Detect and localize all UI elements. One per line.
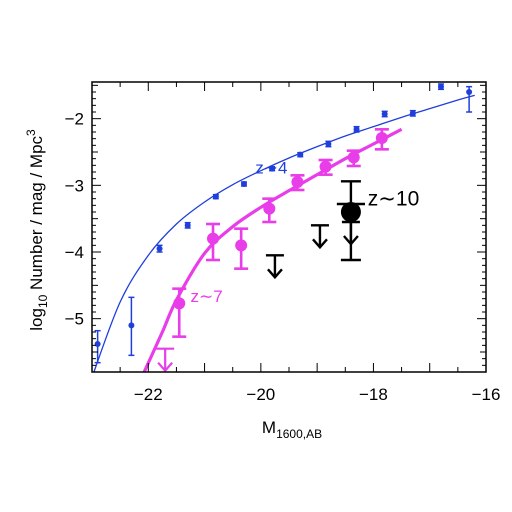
z7-point-4: [291, 176, 304, 188]
annotations: z∼4 z∼7 z∼10: [191, 158, 420, 306]
z7-point-5: [319, 160, 332, 173]
data-points: [94, 83, 473, 372]
plot-frame-rect: [91, 81, 487, 373]
annotation-z7: z∼7: [191, 287, 223, 306]
z4-point-8: [325, 141, 332, 147]
y-tick-label: −3: [65, 176, 84, 195]
y-axis-label-superscript: 3: [24, 129, 38, 136]
annotation-z10: z∼10: [368, 187, 419, 210]
z4-point-3: [184, 222, 191, 229]
z7-upper-limit-0-head: [157, 361, 173, 372]
z7-point-1: [207, 232, 220, 245]
x-tick-label: −18: [359, 385, 388, 404]
z7-series: [156, 128, 389, 372]
z4-series: [94, 83, 473, 364]
plot-frame: [91, 81, 487, 373]
z4-point-0: [94, 341, 101, 347]
y-axis-label-subscript: 10: [36, 294, 50, 308]
z4-point-7: [297, 151, 304, 158]
y-tick-label: −5: [65, 310, 84, 329]
z4-point-5: [240, 181, 247, 187]
x-tick-label: −16: [472, 385, 501, 404]
x-axis-label: M1600,AB: [262, 418, 322, 441]
z4-point-12: [437, 83, 444, 90]
z4-point-2: [156, 245, 163, 252]
x-axis-ticks: −22 −20 −18 −16: [91, 82, 501, 404]
y-axis-label-prefix: log: [27, 308, 46, 331]
z7-point-2: [235, 239, 248, 252]
x-axis-label-subscript: 1600,AB: [276, 427, 322, 441]
z10-point-0: [340, 202, 361, 222]
z7-point-3: [263, 202, 276, 215]
z4-point-10: [381, 111, 388, 117]
x-tick-label: −20: [246, 385, 275, 404]
z7-point-7: [375, 132, 388, 144]
x-tick-label: −22: [134, 385, 163, 404]
y-axis-label-main: Number / mag / Mpc: [27, 135, 46, 294]
z4-point-13: [466, 89, 473, 95]
z4-point-4: [212, 193, 219, 200]
z7-point-6: [347, 151, 360, 164]
x-axis-label-main: M: [262, 418, 276, 437]
z4-point-9: [353, 126, 360, 133]
y-axis-label: log10 Number / mag / Mpc3: [24, 129, 50, 331]
z10-upper-limit-0-head: [267, 268, 283, 280]
z10-series: [265, 180, 365, 280]
y-tick-label: −4: [65, 243, 84, 262]
z4-point-1: [128, 322, 135, 329]
z4-point-11: [409, 110, 416, 117]
fit-curves: [93, 94, 475, 372]
z10-upper-limit-2-head: [343, 235, 359, 246]
y-axis-ticks: −5 −4 −3 −2: [65, 84, 486, 373]
z10-upper-limit-1-head: [312, 238, 328, 250]
z7-point-0: [173, 297, 186, 310]
z4-fit-curve: [93, 94, 475, 372]
annotation-z4: z∼4: [255, 158, 287, 177]
y-tick-label: −2: [65, 110, 84, 129]
z4-point-6: [269, 165, 276, 172]
